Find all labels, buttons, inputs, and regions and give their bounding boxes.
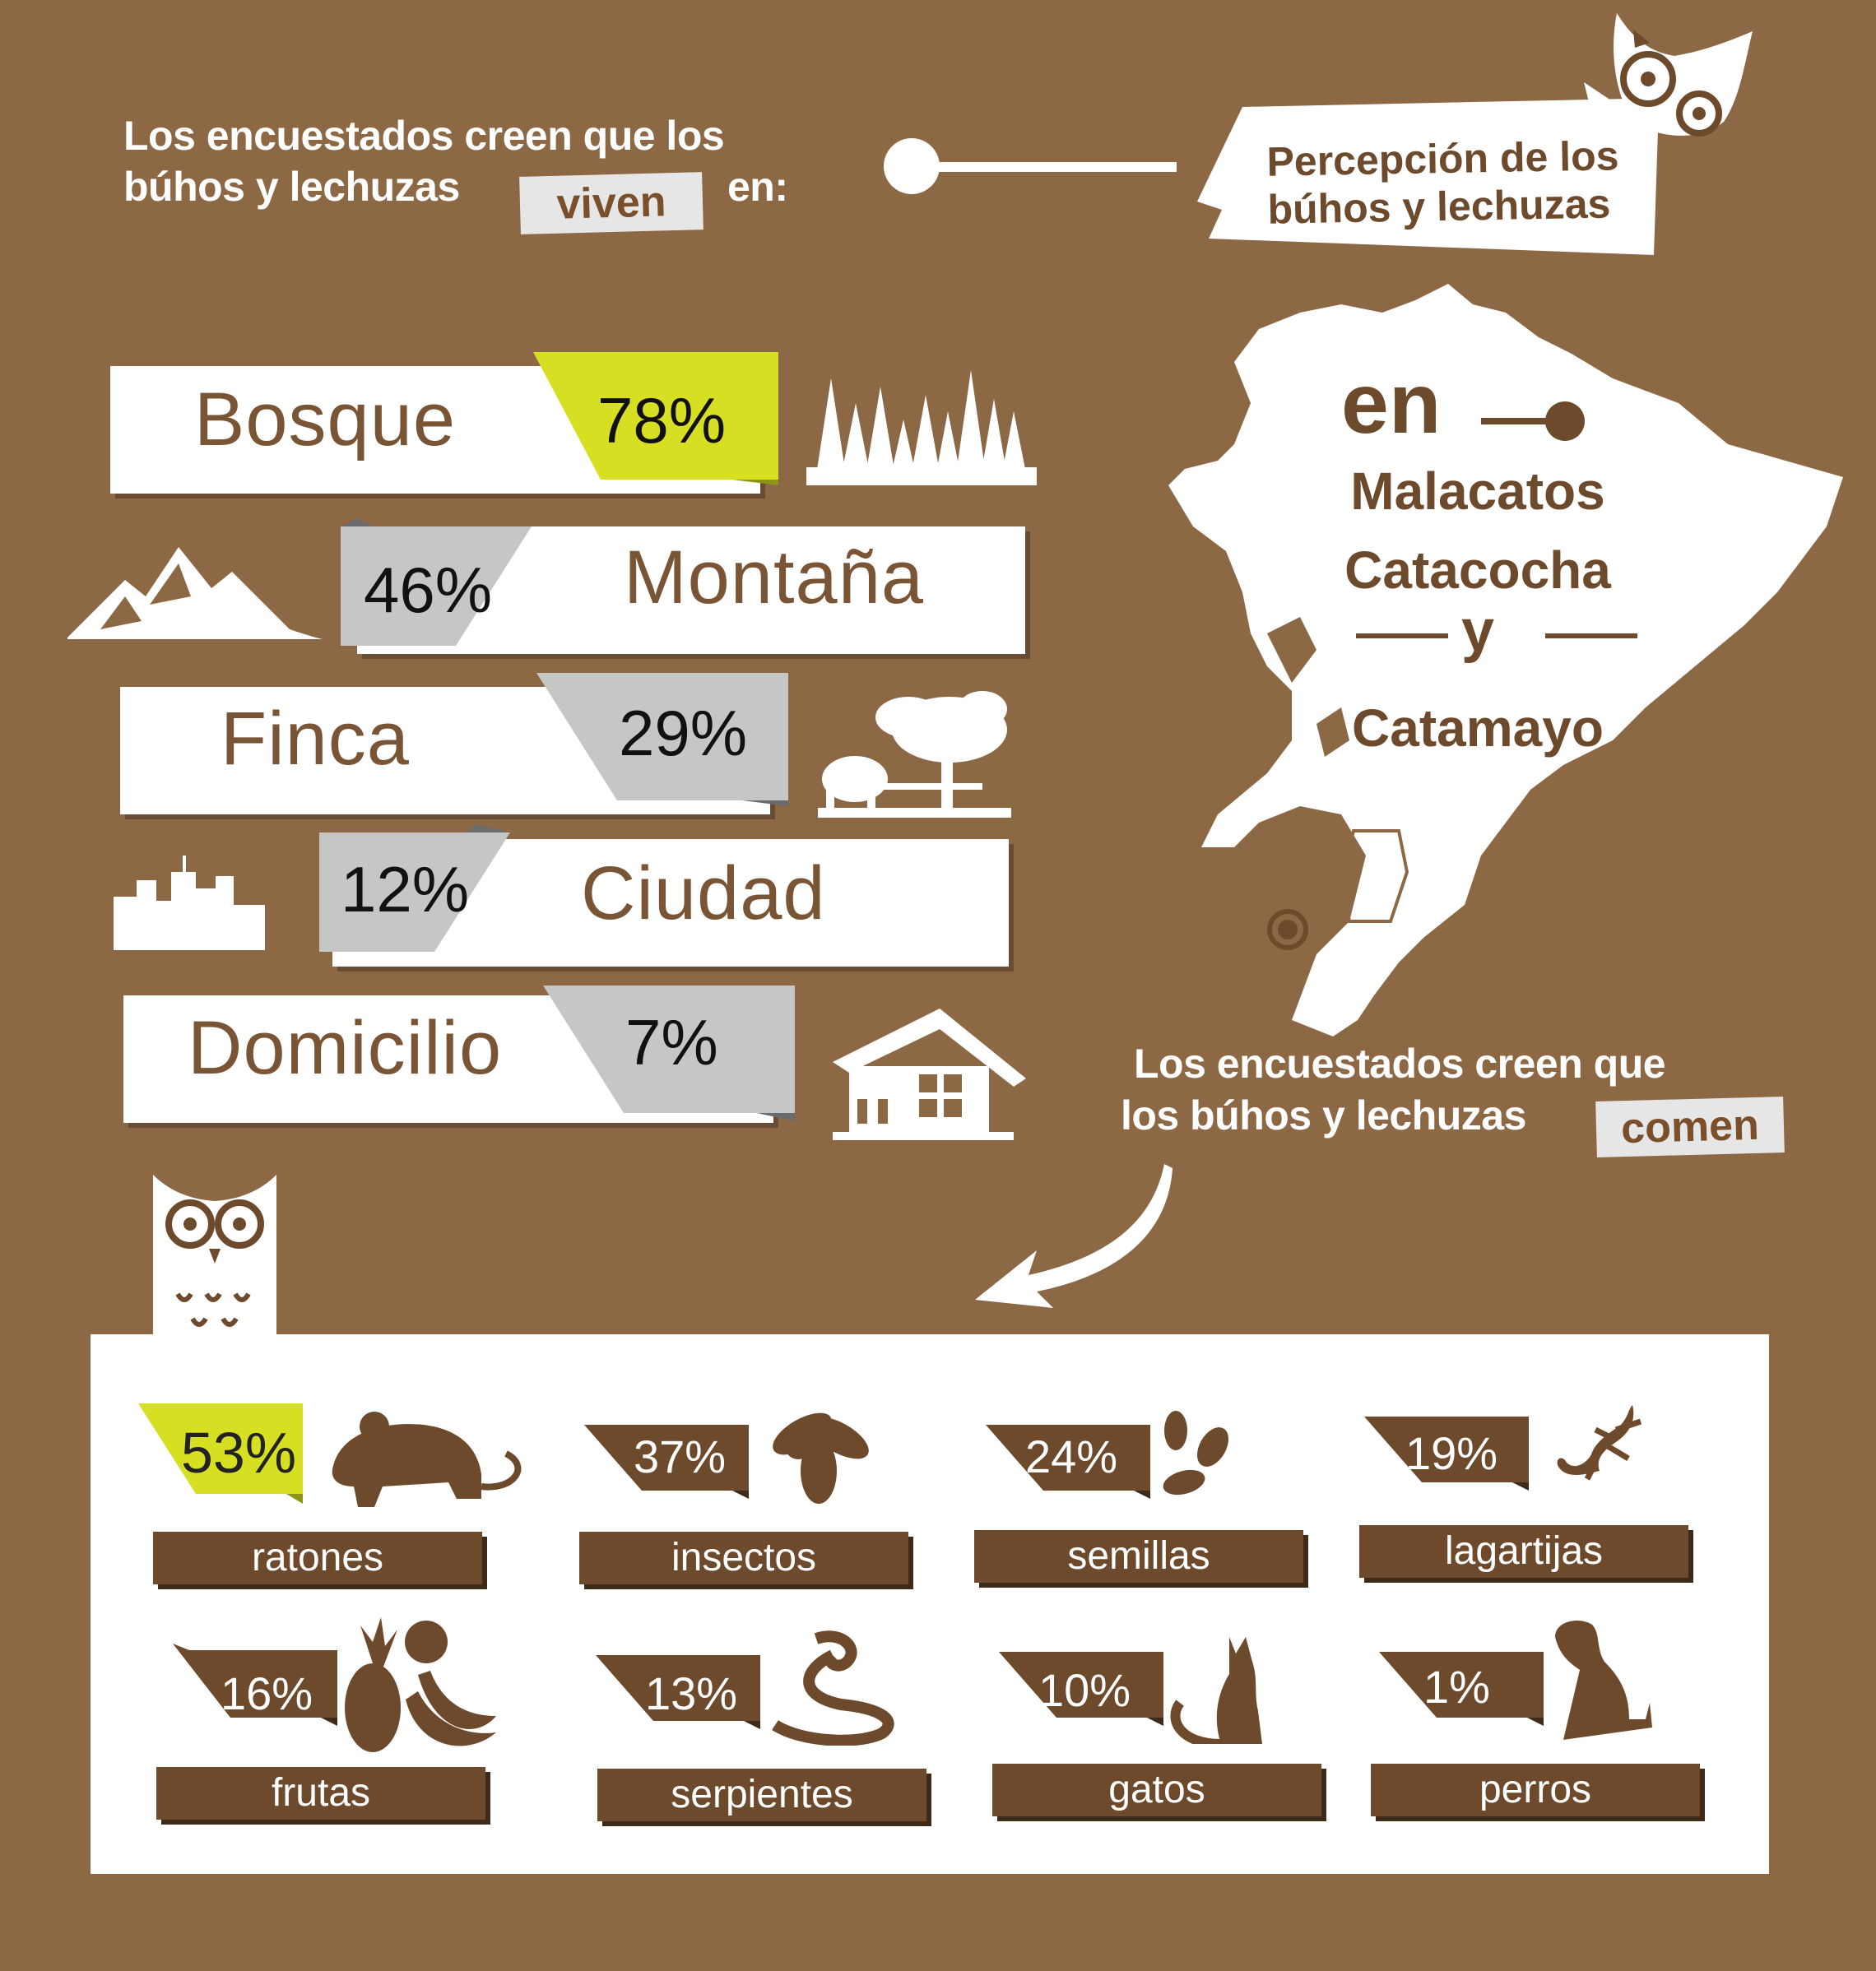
header-line-2: búhos y lechuzas: [123, 164, 460, 210]
habitat-percent: 78%: [597, 384, 727, 457]
map-place-catacocha: Catacocha: [1344, 540, 1611, 600]
food-label: semillas: [974, 1530, 1303, 1583]
seeds-icon: [1163, 1411, 1228, 1496]
food-percent: 24%: [1025, 1431, 1118, 1482]
dog-icon: [1555, 1621, 1652, 1740]
title-line-2: búhos y lechuzas: [1267, 180, 1611, 233]
lizard-icon: [1557, 1405, 1642, 1481]
habitat-percent: 46%: [364, 554, 493, 626]
food-percent: 10%: [1038, 1664, 1131, 1716]
house-icon: [833, 1009, 1026, 1140]
farm-icon: [818, 691, 1011, 818]
map-place-malacatos: Malacatos: [1350, 461, 1605, 521]
owl-icon: [153, 1175, 276, 1335]
food-highlight-gatos: [999, 1652, 1163, 1726]
ecuador-map: [1168, 284, 1843, 1037]
habitat-label: Ciudad: [581, 851, 826, 935]
header-tail: en:: [727, 164, 788, 210]
food-label: serpientes: [597, 1769, 926, 1821]
fruits-icon: [345, 1617, 496, 1752]
food-highlight-frutas: [173, 1644, 337, 1726]
forest-icon: [806, 370, 1037, 485]
food-label: gatos: [992, 1764, 1321, 1816]
habitat-label: Bosque: [194, 378, 457, 461]
eat-header-line-1: Los encuestados creen que: [1134, 1041, 1666, 1087]
fly-icon: [773, 1412, 869, 1504]
habitat-percent: 12%: [341, 853, 470, 925]
food-label: lagartijas: [1359, 1525, 1688, 1578]
habitat-label: Montaña: [624, 536, 925, 619]
snake-icon: [772, 1630, 894, 1746]
owl-head-icon: [1614, 13, 1753, 137]
map-conjunction: y: [1460, 598, 1495, 664]
food-label: ratones: [153, 1532, 482, 1584]
city-icon: [114, 856, 265, 950]
comen-highlight: comen: [1595, 1097, 1785, 1157]
food-percent: 13%: [645, 1667, 738, 1719]
habitat-label: Domicilio: [188, 1006, 503, 1090]
food-percent: 16%: [221, 1667, 313, 1719]
habitat-highlight-montana: [341, 518, 532, 646]
header-line-1: Los encuestados creen que los: [123, 113, 725, 159]
food-highlight-ratones: [138, 1403, 303, 1504]
habitat-highlight-ciudad: [319, 824, 510, 952]
food-percent: 53%: [181, 1421, 297, 1485]
curved-arrow-icon: [975, 1164, 1172, 1308]
food-highlight-semillas: [986, 1425, 1150, 1499]
map-en: en: [1341, 356, 1442, 452]
food-label: insectos: [579, 1532, 908, 1584]
title-text: Percepción de los búhos y lechuzas: [1266, 132, 1620, 233]
eat-header-line-2: los búhos y lechuzas: [1121, 1092, 1526, 1139]
habitat-highlight-bosque: [533, 352, 778, 485]
food-percent: 1%: [1423, 1661, 1490, 1713]
food-highlight-serpientes: [596, 1655, 760, 1729]
title-line-1: Percepción de los: [1266, 132, 1619, 185]
mouse-icon: [332, 1412, 522, 1507]
food-highlight-perros: [1379, 1652, 1544, 1726]
title-card: [1197, 82, 1707, 255]
cat-icon: [1170, 1637, 1262, 1744]
habitat-percent: 7%: [625, 1006, 718, 1078]
map-place-catamayo: Catamayo: [1352, 698, 1604, 758]
food-highlight-lagartijas: [1364, 1417, 1529, 1491]
connector-line: [884, 138, 1177, 194]
habitat-label: Finca: [221, 697, 410, 781]
food-label: frutas: [156, 1767, 485, 1820]
habitat-highlight-domicilio: [543, 986, 795, 1121]
habitat-percent: 29%: [619, 697, 748, 769]
food-percent: 19%: [1405, 1427, 1498, 1479]
habitat-highlight-finca: [536, 673, 788, 806]
food-label: perros: [1371, 1764, 1700, 1816]
food-percent: 37%: [634, 1431, 727, 1482]
mountain-icon: [67, 547, 323, 639]
viven-highlight: viven: [519, 172, 704, 234]
food-highlight-insectos: [584, 1425, 749, 1499]
